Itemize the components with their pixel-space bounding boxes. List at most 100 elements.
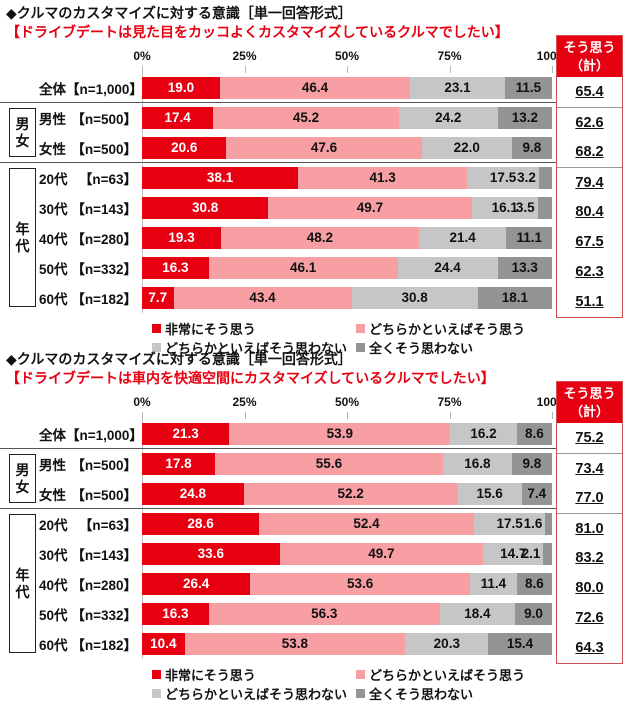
category-label: 60代 (39, 638, 68, 653)
group-separator-line (0, 508, 556, 509)
segment-value-label: 55.6 (315, 456, 343, 471)
total-column: そう思う （計） 65.4 62.6 68.2 79.4 80.4 67.5 62.3 51.1 (556, 35, 623, 318)
total-value: 62.6 (557, 107, 622, 137)
sample-size-label: 【n=143】 (71, 202, 137, 217)
bar-segment: 20.3 (405, 633, 489, 655)
bar-segment: 24.4 (397, 257, 498, 279)
stacked-bar: 20.6 47.6 22.0 9.8 (142, 137, 552, 159)
bar-segment: 14.7 (483, 543, 544, 565)
x-axis: 0% 25% 50% 75% 100% (0, 43, 567, 73)
segment-value-label: 52.4 (353, 516, 380, 531)
segment-value-label: 38.1 (206, 170, 234, 185)
row-label: 40代 【n=280】 (0, 574, 142, 594)
bar-segment: 9.8 (511, 137, 552, 159)
chart-subtitle: 【ドライブデートは見た目をカッコよくカスタマイズしているクルマでしたい】 (6, 24, 509, 40)
bar-segment: 55.6 (214, 453, 443, 475)
stacked-bar: 38.1 41.3 17.5 3.2 (142, 167, 552, 189)
sample-size-label: 【n=1,000】 (66, 82, 143, 97)
bar-row: 60代 【n=182】 10.4 53.8 20.3 15.4 (0, 629, 556, 659)
group-box-年代: 年代 (9, 168, 36, 307)
bar-segment: 33.6 (142, 543, 280, 565)
axis-tick-mark (142, 412, 143, 419)
segment-value-label: 53.9 (326, 426, 353, 441)
bar-segment: 21.3 (142, 423, 230, 445)
bar-segment: 45.2 (213, 107, 399, 129)
bar-segment: 26.4 (142, 573, 251, 595)
total-value: 62.3 (575, 264, 604, 280)
segment-value-label: 11.4 (480, 576, 507, 591)
bar-segment: 8.6 (516, 423, 552, 445)
row-label: 20代 【n=63】 (0, 168, 142, 188)
total-value: 67.5 (575, 234, 604, 250)
sample-size-label: 【n=332】 (71, 262, 137, 277)
stacked-bar: 16.3 46.1 24.4 13.3 (142, 257, 552, 279)
chart-legend: 非常にそう思う どちらかといえばそう思う どちらかといえばそう思わない 全くそう思わな… (0, 317, 624, 357)
total-value: 73.4 (557, 453, 622, 483)
bar-segment: 30.8 (142, 197, 269, 219)
segment-value-label: 47.6 (310, 140, 338, 155)
group-label-char: 女 (15, 132, 30, 149)
bar-segment: 18.4 (439, 603, 516, 625)
axis-tick-mark (244, 412, 246, 419)
axis-tick-mark (142, 66, 143, 73)
segment-value-label: 18.4 (464, 606, 491, 621)
bar-row: 40代 【n=280】 19.3 48.2 21.4 11.1 (0, 223, 556, 253)
category-label: 50代 (39, 608, 68, 623)
stacked-bar: 33.6 49.7 14.7 2.1 (142, 543, 552, 565)
segment-value-label: 7.4 (527, 486, 547, 501)
legend-swatch (356, 689, 365, 698)
stacked-bar: 19.3 48.2 21.4 11.1 (142, 227, 552, 249)
bar-segment: 8.6 (516, 573, 552, 595)
bar-segment: 1.6 (524, 513, 552, 535)
legend-label: 非常にそう思う (165, 322, 256, 337)
bar-segment: 19.0 (142, 77, 220, 99)
row-label: 30代 【n=143】 (0, 544, 142, 564)
bar-row: 全体 【n=1,000】 21.3 53.9 16.2 8.6 (0, 419, 556, 449)
chart-title: ◆クルマのカスタマイズに対する意識［単一回答形式］ (6, 5, 352, 21)
segment-value-label: 16.1 (491, 200, 518, 215)
axis-tick-mark (347, 412, 348, 419)
bar-segment: 3.2 (517, 167, 552, 189)
category-label: 30代 (39, 202, 68, 217)
sample-size-label: 【n=500】 (71, 112, 137, 127)
bar-segment: 52.4 (259, 513, 474, 535)
bar-segment: 3.5 (516, 197, 552, 219)
segment-value-label: 19.3 (168, 230, 195, 245)
category-label: 20代 (39, 518, 68, 533)
bar-row: 男性 【n=500】 17.4 45.2 24.2 13.2 (0, 103, 556, 133)
row-label: 50代 【n=332】 (0, 258, 142, 278)
segment-value-label: 13.2 (511, 110, 539, 125)
segment-value-label: 33.6 (197, 546, 224, 561)
chart-body: 0% 25% 50% 75% 100% 全体 【n=1,000】 21.3 53.9 16.2 8.… (0, 381, 624, 664)
bar-segment: 49.7 (279, 543, 484, 565)
category-label: 男性 (39, 112, 66, 127)
legend-item: 非常にそう思う (152, 319, 256, 338)
legend-item: どちらかといえばそう思う (356, 665, 525, 684)
stacked-bar: 17.4 45.2 24.2 13.2 (142, 107, 552, 129)
total-value: 51.1 (575, 294, 604, 310)
group-label-char: 男 (15, 116, 30, 133)
chart-block-exterior-customize: ◆クルマのカスタマイズに対する意識［単一回答形式］ 【ドライブデートは見た目をカ… (0, 0, 624, 356)
segment-value-label: 43.4 (249, 290, 276, 305)
bar-segment: 30.8 (351, 287, 478, 309)
group-separator-line (0, 102, 556, 103)
segment-value-label: 11.5 (515, 80, 542, 95)
bar-segment: 7.4 (521, 483, 552, 505)
group-separator-line (0, 162, 556, 163)
bar-segment: 20.6 (142, 137, 227, 159)
legend-label: 全くそう思わない (369, 341, 474, 356)
group-box-男女: 男女 (9, 454, 36, 503)
axis-tick-label: 0% (133, 49, 151, 63)
group-separator-line (0, 448, 556, 449)
segment-value-label: 56.3 (311, 606, 338, 621)
segment-value-label: 24.2 (435, 110, 462, 125)
axis-tick-label: 75% (437, 395, 462, 409)
group-label-char: 年 (15, 567, 30, 584)
segment-value-label: 16.8 (464, 456, 491, 471)
bar-segment: 7.7 (142, 287, 174, 309)
bar-segment: 18.1 (477, 287, 552, 309)
bar-segment: 56.3 (208, 603, 440, 625)
bar-segment: 23.1 (410, 77, 505, 99)
segment-value-label: 2.1 (521, 546, 541, 561)
total-value: 77.0 (575, 490, 604, 506)
